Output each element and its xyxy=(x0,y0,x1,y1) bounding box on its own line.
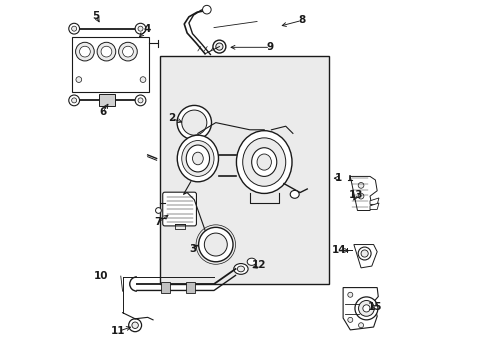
Circle shape xyxy=(155,208,161,213)
Polygon shape xyxy=(349,176,376,211)
Polygon shape xyxy=(343,288,378,330)
Circle shape xyxy=(97,42,116,61)
Ellipse shape xyxy=(247,258,256,265)
Circle shape xyxy=(358,323,363,328)
Circle shape xyxy=(128,319,142,332)
Circle shape xyxy=(72,98,77,103)
FancyBboxPatch shape xyxy=(163,192,196,226)
Ellipse shape xyxy=(242,138,285,186)
Text: 14: 14 xyxy=(331,245,346,255)
Circle shape xyxy=(182,110,206,135)
Circle shape xyxy=(215,43,223,50)
Circle shape xyxy=(119,42,137,61)
Circle shape xyxy=(177,105,211,140)
Text: 1: 1 xyxy=(334,173,342,183)
Circle shape xyxy=(362,305,369,312)
Circle shape xyxy=(69,95,80,106)
Text: 7: 7 xyxy=(154,217,162,227)
Text: 6: 6 xyxy=(99,107,106,117)
Circle shape xyxy=(132,322,138,328)
Bar xyxy=(160,56,328,284)
Text: 9: 9 xyxy=(266,42,273,52)
Text: 2: 2 xyxy=(167,113,175,123)
Circle shape xyxy=(212,40,225,53)
Text: 3: 3 xyxy=(188,244,196,254)
Ellipse shape xyxy=(290,190,299,198)
Circle shape xyxy=(135,95,145,106)
Circle shape xyxy=(358,301,373,316)
Bar xyxy=(161,282,169,293)
Bar xyxy=(186,282,195,293)
Text: 10: 10 xyxy=(94,271,108,281)
Text: 12: 12 xyxy=(252,260,266,270)
Circle shape xyxy=(202,5,211,14)
Text: 4: 4 xyxy=(143,24,150,35)
Circle shape xyxy=(76,42,94,61)
Text: 5: 5 xyxy=(92,11,99,21)
Circle shape xyxy=(69,23,80,34)
Circle shape xyxy=(80,46,90,57)
Circle shape xyxy=(138,26,142,31)
Circle shape xyxy=(138,98,142,103)
Circle shape xyxy=(347,292,352,297)
Polygon shape xyxy=(353,244,376,268)
Circle shape xyxy=(204,233,227,256)
Ellipse shape xyxy=(237,266,244,272)
Ellipse shape xyxy=(257,154,271,170)
Circle shape xyxy=(360,250,367,257)
Ellipse shape xyxy=(182,140,214,176)
Ellipse shape xyxy=(251,148,276,176)
Circle shape xyxy=(101,46,112,57)
Ellipse shape xyxy=(177,135,218,182)
Bar xyxy=(72,37,149,92)
Ellipse shape xyxy=(236,131,291,193)
Circle shape xyxy=(357,183,363,188)
Circle shape xyxy=(354,297,377,320)
Circle shape xyxy=(122,46,133,57)
Ellipse shape xyxy=(233,264,247,274)
Circle shape xyxy=(72,26,77,31)
Circle shape xyxy=(357,193,363,199)
Circle shape xyxy=(198,227,233,262)
Text: 13: 13 xyxy=(348,190,363,200)
Polygon shape xyxy=(369,203,378,210)
Ellipse shape xyxy=(192,152,203,165)
Circle shape xyxy=(347,318,352,322)
Text: 11: 11 xyxy=(111,326,125,336)
Text: 15: 15 xyxy=(367,302,382,312)
Circle shape xyxy=(135,23,145,34)
Bar xyxy=(99,94,115,107)
Circle shape xyxy=(140,77,145,82)
Text: 8: 8 xyxy=(298,15,305,26)
Circle shape xyxy=(76,77,81,82)
Polygon shape xyxy=(369,198,378,204)
Circle shape xyxy=(357,247,370,260)
Ellipse shape xyxy=(186,145,209,172)
